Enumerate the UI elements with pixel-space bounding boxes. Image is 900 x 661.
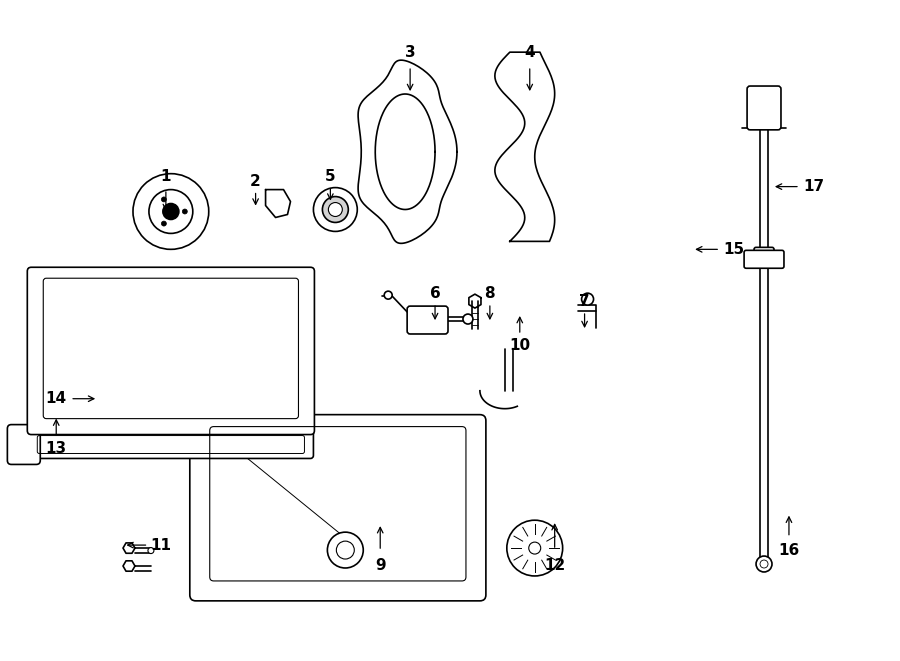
FancyBboxPatch shape bbox=[7, 424, 40, 465]
Circle shape bbox=[581, 293, 594, 305]
FancyBboxPatch shape bbox=[744, 251, 784, 268]
Circle shape bbox=[322, 196, 348, 223]
Polygon shape bbox=[358, 60, 457, 243]
Circle shape bbox=[507, 520, 562, 576]
Circle shape bbox=[328, 202, 342, 217]
Circle shape bbox=[133, 174, 209, 249]
Text: 7: 7 bbox=[580, 293, 590, 309]
Text: 8: 8 bbox=[484, 286, 495, 301]
FancyBboxPatch shape bbox=[747, 86, 781, 130]
Circle shape bbox=[313, 188, 357, 231]
Polygon shape bbox=[495, 52, 554, 241]
Text: 17: 17 bbox=[804, 179, 824, 194]
FancyBboxPatch shape bbox=[190, 414, 486, 601]
Text: 5: 5 bbox=[325, 169, 336, 184]
Text: 2: 2 bbox=[250, 174, 261, 189]
Polygon shape bbox=[266, 190, 291, 217]
Text: 4: 4 bbox=[525, 45, 535, 59]
Text: 9: 9 bbox=[375, 557, 385, 572]
FancyBboxPatch shape bbox=[407, 306, 448, 334]
Text: 3: 3 bbox=[405, 45, 416, 59]
Text: 13: 13 bbox=[46, 441, 67, 456]
Circle shape bbox=[384, 291, 392, 299]
Circle shape bbox=[161, 221, 166, 226]
Circle shape bbox=[529, 542, 541, 554]
Text: 12: 12 bbox=[544, 557, 565, 572]
Polygon shape bbox=[469, 294, 481, 308]
Circle shape bbox=[163, 204, 179, 219]
Text: 10: 10 bbox=[509, 338, 530, 354]
FancyBboxPatch shape bbox=[28, 430, 313, 459]
Text: 16: 16 bbox=[778, 543, 799, 558]
FancyBboxPatch shape bbox=[754, 247, 774, 263]
Circle shape bbox=[161, 197, 166, 202]
Text: 6: 6 bbox=[429, 286, 440, 301]
FancyBboxPatch shape bbox=[27, 267, 314, 434]
Text: 11: 11 bbox=[150, 537, 171, 553]
Polygon shape bbox=[32, 271, 310, 430]
Circle shape bbox=[463, 314, 473, 324]
Polygon shape bbox=[123, 543, 135, 553]
Polygon shape bbox=[123, 561, 135, 571]
Text: 15: 15 bbox=[724, 242, 744, 257]
Circle shape bbox=[328, 532, 364, 568]
Text: 1: 1 bbox=[160, 169, 171, 184]
Circle shape bbox=[148, 547, 154, 553]
Text: 14: 14 bbox=[46, 391, 67, 407]
Circle shape bbox=[183, 209, 187, 214]
Circle shape bbox=[756, 556, 772, 572]
